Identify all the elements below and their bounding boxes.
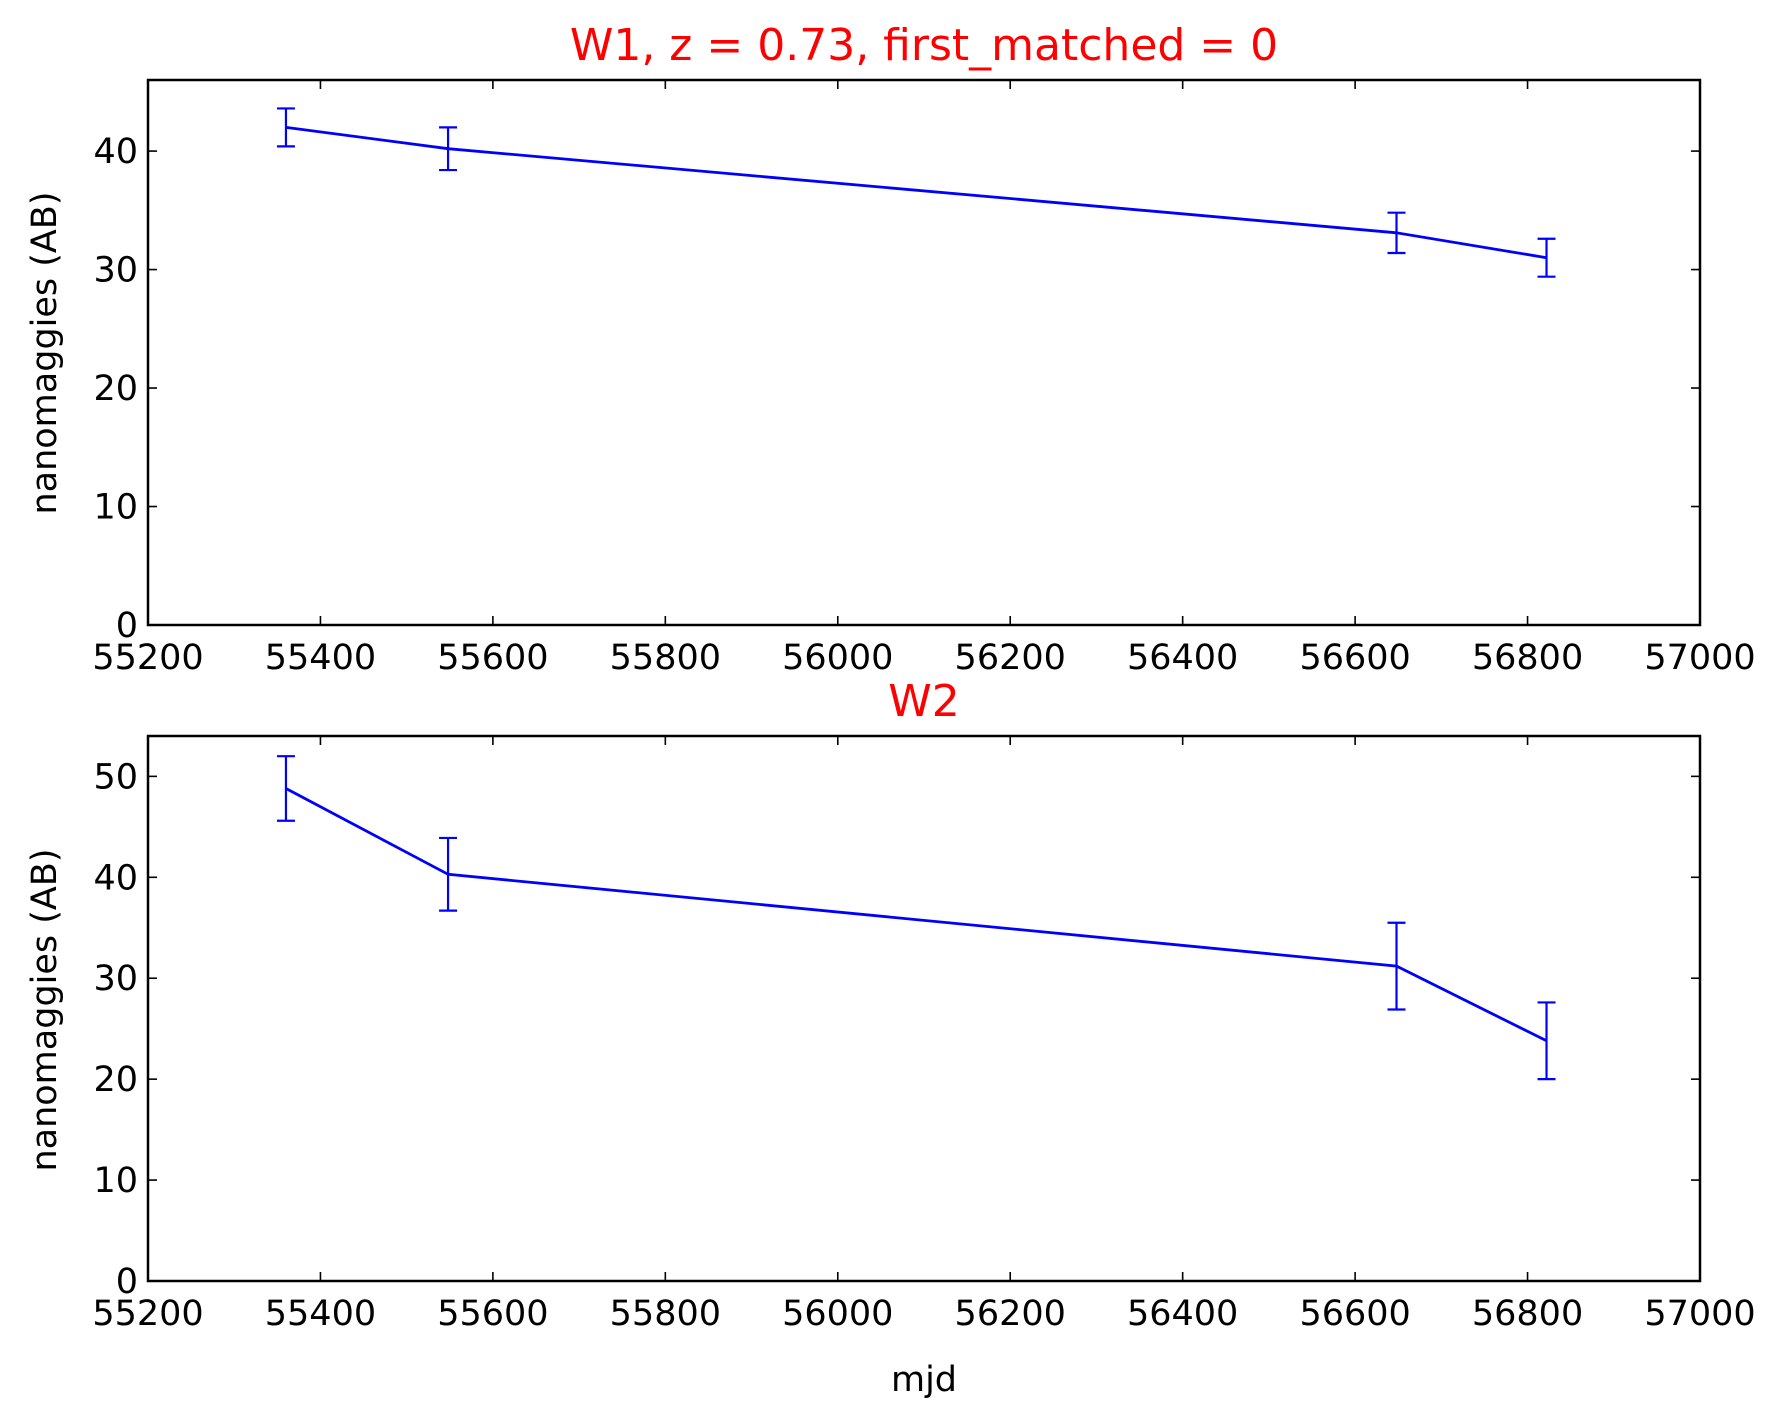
w2-x-tick-label: 55800 xyxy=(610,1294,721,1334)
w2-title: W2 xyxy=(888,676,960,727)
w2-y-tick-label: 0 xyxy=(116,1262,138,1302)
w2-y-tick-label: 10 xyxy=(93,1161,138,1201)
w2-series-line xyxy=(285,787,1548,1043)
w2-x-tick-label: 56800 xyxy=(1472,1294,1583,1334)
w1-panel: W1, z = 0.73, first_matched = 0 nanomagg… xyxy=(25,20,1756,678)
w2-axes-frame xyxy=(146,734,1702,1283)
w2-y-tick-label: 20 xyxy=(93,1060,138,1100)
w2-x-tick-label: 55600 xyxy=(437,1294,548,1334)
w1-x-tick-label: 56800 xyxy=(1472,638,1583,678)
w2-y-axis-label: nanomaggies (AB) xyxy=(25,848,65,1171)
w1-y-tick-label: 0 xyxy=(116,606,138,646)
w1-x-tick-label: 56200 xyxy=(955,638,1066,678)
w2-panel: W2 nanomaggies (AB) mjd 55200 55400 55600 5… xyxy=(25,676,1756,1400)
x-axis-label: mjd xyxy=(891,1360,957,1400)
w1-x-tick-label: 56400 xyxy=(1127,638,1238,678)
w2-y-tick-label: 50 xyxy=(93,757,138,797)
w1-y-tick-label: 40 xyxy=(93,132,138,172)
w1-x-tick-label: 55600 xyxy=(437,638,548,678)
w1-x-tick-label: 57000 xyxy=(1644,638,1755,678)
w1-y-tick-label: 30 xyxy=(93,251,138,291)
w2-plot-area: 55200 55400 55600 55800 56000 56200 56400 56600… xyxy=(92,734,1756,1334)
w1-x-tick-label: 56000 xyxy=(782,638,893,678)
w1-title: W1, z = 0.73, first_matched = 0 xyxy=(570,20,1278,71)
w1-x-tick-label: 55400 xyxy=(265,638,376,678)
w1-x-tick-label: 55200 xyxy=(92,638,203,678)
w1-y-tick-label: 10 xyxy=(93,488,138,528)
w2-y-tick-label: 40 xyxy=(93,858,138,898)
w2-x-tick-label: 56000 xyxy=(782,1294,893,1334)
w2-y-tick-label: 30 xyxy=(93,959,138,999)
w1-series-line xyxy=(285,126,1547,260)
w1-axes-frame xyxy=(146,78,1702,627)
w2-x-tick-label: 55400 xyxy=(265,1294,376,1334)
w1-y-axis-label: nanomaggies (AB) xyxy=(25,191,65,514)
w2-x-tick-label: 56600 xyxy=(1299,1294,1410,1334)
w2-x-tick-label: 57000 xyxy=(1644,1294,1755,1334)
w1-x-tick-label: 55800 xyxy=(610,638,721,678)
w1-y-tick-label: 20 xyxy=(93,369,138,409)
w1-x-tick-label: 56600 xyxy=(1299,638,1410,678)
w2-x-tick-label: 56400 xyxy=(1127,1294,1238,1334)
w2-x-tick-label: 56200 xyxy=(955,1294,1066,1334)
w2-x-tick-label: 55200 xyxy=(92,1294,203,1334)
w1-plot-area: 55200 55400 55600 55800 56000 56200 56400 56600… xyxy=(92,78,1756,678)
